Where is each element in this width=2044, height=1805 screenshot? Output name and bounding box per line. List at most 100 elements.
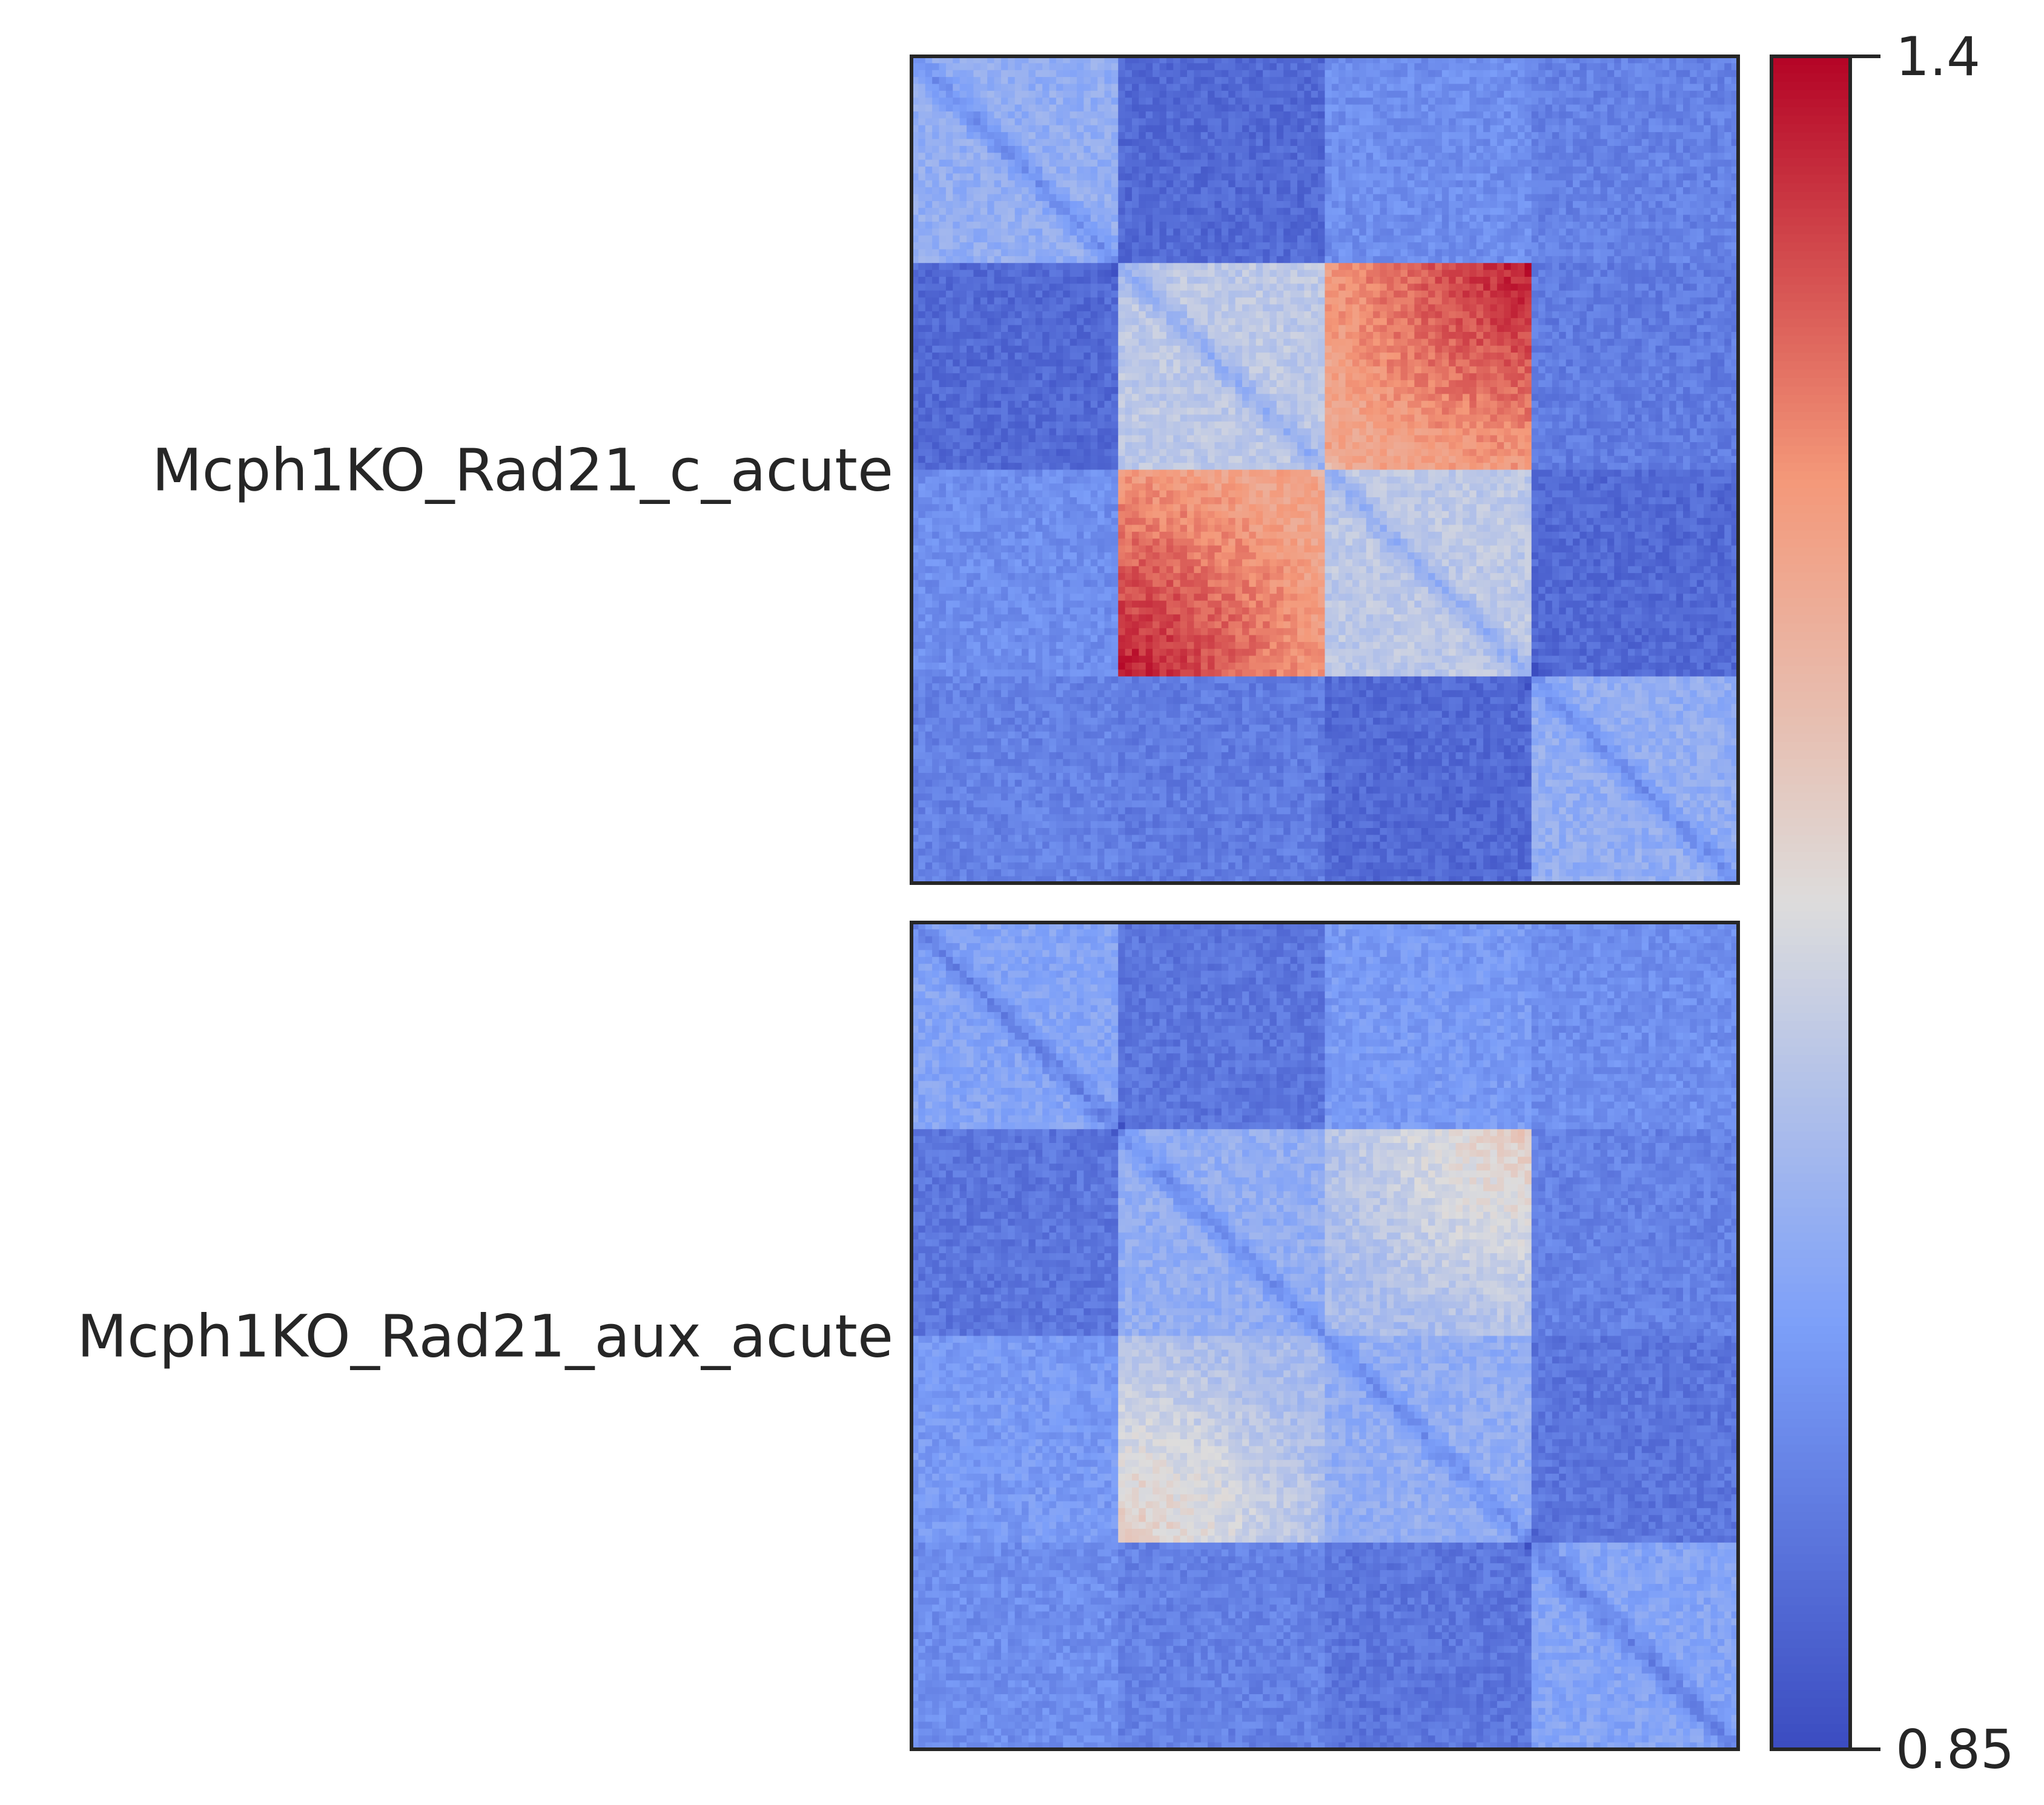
heatmap-cell (1346, 167, 1353, 174)
heatmap-cell (1456, 283, 1463, 291)
heatmap-cell (953, 98, 960, 105)
heatmap-cell (1050, 105, 1057, 112)
heatmap-cell (1449, 297, 1456, 305)
heatmap-cell (1139, 297, 1146, 305)
heatmap-cell (1352, 111, 1360, 119)
heatmap-cell (1291, 84, 1298, 91)
heatmap-cell (1325, 180, 1332, 188)
heatmap-cell (1373, 153, 1380, 160)
heatmap-cell (1160, 153, 1167, 160)
heatmap-cell (1359, 332, 1366, 339)
heatmap-cell (1421, 305, 1429, 312)
heatmap-cell (1628, 139, 1635, 147)
heatmap-cell (1325, 160, 1332, 167)
heatmap-cell (1118, 277, 1125, 284)
heatmap-cell (1105, 311, 1112, 319)
heatmap-cell (1469, 125, 1477, 133)
heatmap-cell (1669, 91, 1676, 98)
heatmap-cell (1614, 305, 1621, 312)
heatmap-cell (1477, 187, 1484, 194)
heatmap-cell (1022, 339, 1029, 346)
heatmap-cell (1483, 180, 1490, 188)
heatmap-cell (1601, 250, 1608, 257)
heatmap-cell (1256, 201, 1263, 208)
heatmap-cell (1532, 332, 1539, 339)
heatmap-cell (1724, 77, 1731, 84)
heatmap-cell (1394, 228, 1401, 236)
heatmap-cell (925, 201, 933, 208)
heatmap-cell (918, 256, 925, 263)
heatmap-cell (1125, 160, 1133, 167)
heatmap-cell (1483, 215, 1490, 222)
heatmap-cell (1601, 77, 1608, 84)
heatmap-cell (1338, 291, 1346, 298)
heatmap-cell (1649, 77, 1656, 84)
heatmap-cell (953, 332, 960, 339)
heatmap-cell (1291, 63, 1298, 70)
heatmap-cell (1463, 146, 1470, 153)
heatmap-cell (1311, 208, 1318, 215)
heatmap-cell (1593, 236, 1601, 243)
heatmap-cell (1270, 215, 1277, 222)
heatmap-cell (1063, 256, 1070, 263)
heatmap-cell (1559, 332, 1566, 339)
heatmap-cell (1160, 201, 1167, 208)
heatmap-cell (1669, 118, 1676, 125)
heatmap-cell (1277, 305, 1284, 312)
heatmap-cell (1366, 118, 1374, 125)
heatmap-cell (1711, 167, 1718, 174)
heatmap-cell (1463, 125, 1470, 133)
heatmap-cell (1235, 297, 1243, 305)
heatmap-cell (1256, 63, 1263, 70)
heatmap-cell (1635, 98, 1642, 105)
heatmap-cell (1511, 84, 1518, 91)
heatmap-cell (918, 297, 925, 305)
heatmap-cell (939, 63, 947, 70)
heatmap-cell (1524, 332, 1532, 339)
heatmap-cell (1359, 84, 1366, 91)
heatmap-cell (1601, 291, 1608, 298)
heatmap-cell (1518, 194, 1525, 202)
heatmap-cell (1111, 118, 1119, 125)
heatmap-cell (1449, 194, 1456, 202)
heatmap-cell (1559, 297, 1566, 305)
heatmap-cell (1456, 228, 1463, 236)
heatmap-cell (1022, 77, 1029, 84)
heatmap-cell (1669, 77, 1676, 84)
heatmap-cell (1414, 318, 1421, 325)
heatmap-cell (1656, 139, 1663, 147)
heatmap-cell (1711, 291, 1718, 298)
heatmap-cell (946, 242, 953, 250)
heatmap-cell (1538, 228, 1546, 236)
heatmap-cell (1015, 228, 1022, 236)
heatmap-cell (1015, 277, 1022, 284)
heatmap-cell (1077, 291, 1084, 298)
heatmap-cell (1042, 77, 1050, 84)
heatmap-cell (1187, 111, 1194, 119)
heatmap-cell (1566, 242, 1573, 250)
heatmap-cell (1070, 222, 1077, 229)
heatmap-cell (1373, 111, 1380, 119)
heatmap-cell (1504, 277, 1511, 284)
heatmap-cell (1359, 215, 1366, 222)
heatmap-cell (1132, 283, 1139, 291)
heatmap-cell (1297, 332, 1305, 339)
heatmap-cell (960, 283, 967, 291)
heatmap-cell (1573, 70, 1580, 78)
heatmap-cell (1270, 194, 1277, 202)
heatmap-cell (925, 125, 933, 133)
heatmap-cell (1387, 277, 1394, 284)
heatmap-cell (1097, 132, 1105, 139)
heatmap-cell (1050, 297, 1057, 305)
heatmap-cell (1008, 201, 1015, 208)
heatmap-cell (1524, 70, 1532, 78)
heatmap-cell (1235, 325, 1243, 333)
heatmap-cell (1490, 70, 1498, 78)
heatmap-cell (1263, 277, 1270, 284)
heatmap-cell (1242, 277, 1249, 284)
heatmap-cell (1173, 180, 1180, 188)
heatmap-cell (1318, 105, 1325, 112)
heatmap-cell (1015, 222, 1022, 229)
heatmap-cell (1587, 297, 1594, 305)
heatmap-cell (1662, 325, 1670, 333)
